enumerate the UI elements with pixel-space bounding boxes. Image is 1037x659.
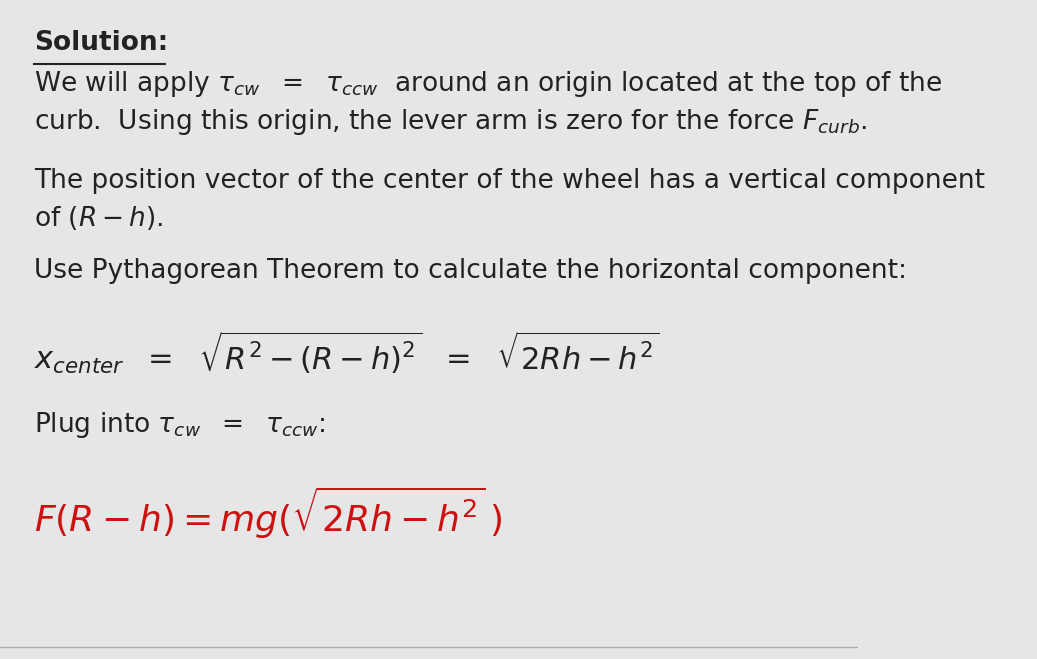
Text: Plug into $\tau_{cw}$  $=$  $\tau_{ccw}$:: Plug into $\tau_{cw}$ $=$ $\tau_{ccw}$: bbox=[34, 410, 326, 440]
Text: Use Pythagorean Theorem to calculate the horizontal component:: Use Pythagorean Theorem to calculate the… bbox=[34, 258, 907, 284]
Text: Solution:: Solution: bbox=[34, 30, 169, 55]
Text: We will apply $\tau_{cw}$  $=$  $\tau_{ccw}$  around an origin located at the to: We will apply $\tau_{cw}$ $=$ $\tau_{ccw… bbox=[34, 69, 943, 100]
Text: of $(R - h)$.: of $(R - h)$. bbox=[34, 204, 164, 232]
Text: The position vector of the center of the wheel has a vertical component: The position vector of the center of the… bbox=[34, 168, 985, 194]
Text: $F(R - h) = mg(\sqrt{2Rh - h^2}\,)$: $F(R - h) = mg(\sqrt{2Rh - h^2}\,)$ bbox=[34, 484, 503, 540]
Text: $x_{center}$  $=$  $\sqrt{R^2 - (R-h)^2}$  $=$  $\sqrt{2Rh - h^2}$: $x_{center}$ $=$ $\sqrt{R^2 - (R-h)^2}$ … bbox=[34, 330, 660, 376]
Text: curb.  Using this origin, the lever arm is zero for the force $F_{curb}$.: curb. Using this origin, the lever arm i… bbox=[34, 107, 868, 137]
